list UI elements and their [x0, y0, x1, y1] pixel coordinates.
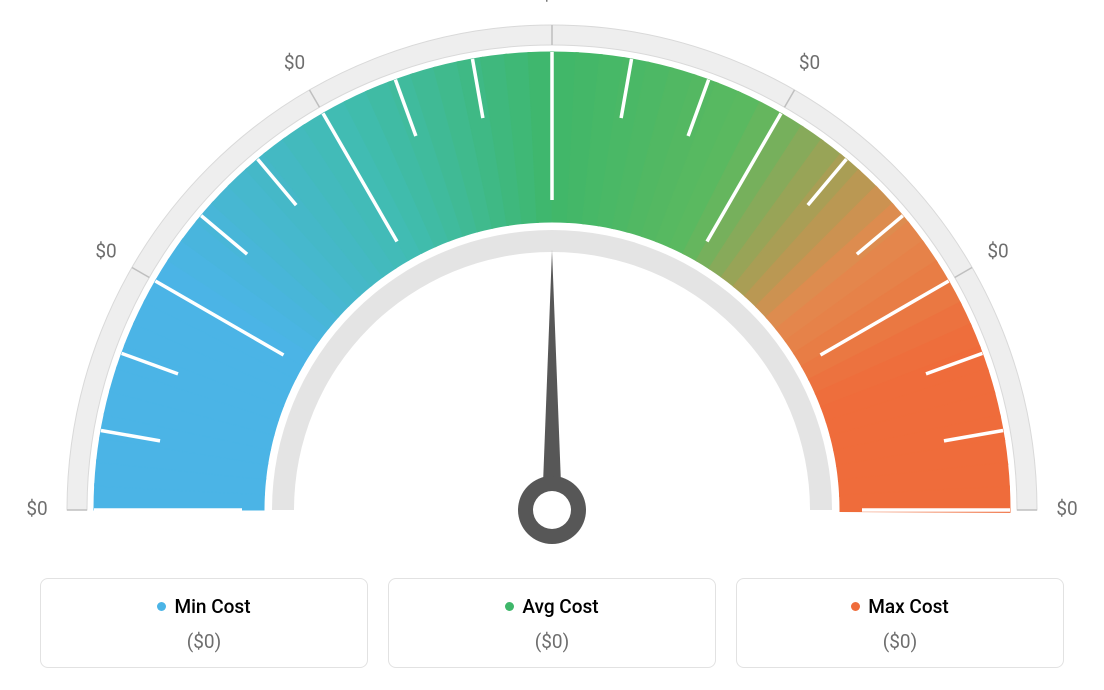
legend-dot-avg — [505, 602, 514, 611]
gauge-svg: $0 $0 $0 $0 $0 $0 $0 — [0, 0, 1104, 560]
legend-value-avg: ($0) — [399, 630, 705, 653]
legend-title-avg: Avg Cost — [505, 595, 598, 618]
svg-text:$0: $0 — [1056, 497, 1077, 520]
legend-title-max: Max Cost — [851, 595, 948, 618]
svg-text:$0: $0 — [541, 0, 562, 5]
legend-value-min: ($0) — [51, 630, 357, 653]
svg-text:$0: $0 — [26, 497, 47, 520]
svg-text:$0: $0 — [95, 240, 116, 263]
legend-card-avg: Avg Cost ($0) — [388, 578, 716, 668]
cost-gauge-container: $0 $0 $0 $0 $0 $0 $0 Min Cost ($0) Avg Cost ($… — [0, 0, 1104, 690]
legend-card-min: Min Cost ($0) — [40, 578, 368, 668]
legend-value-max: ($0) — [747, 630, 1053, 653]
svg-text:$0: $0 — [284, 51, 305, 74]
legend-title-avg-label: Avg Cost — [522, 595, 598, 618]
svg-text:$0: $0 — [799, 51, 820, 74]
legend-title-max-label: Max Cost — [868, 595, 948, 618]
svg-text:$0: $0 — [987, 240, 1008, 263]
legend-card-max: Max Cost ($0) — [736, 578, 1064, 668]
legend-row: Min Cost ($0) Avg Cost ($0) Max Cost ($0… — [40, 578, 1064, 668]
gauge-chart: $0 $0 $0 $0 $0 $0 $0 — [0, 0, 1104, 560]
legend-dot-max — [851, 602, 860, 611]
legend-title-min: Min Cost — [157, 595, 250, 618]
legend-title-min-label: Min Cost — [174, 595, 250, 618]
legend-dot-min — [157, 602, 166, 611]
